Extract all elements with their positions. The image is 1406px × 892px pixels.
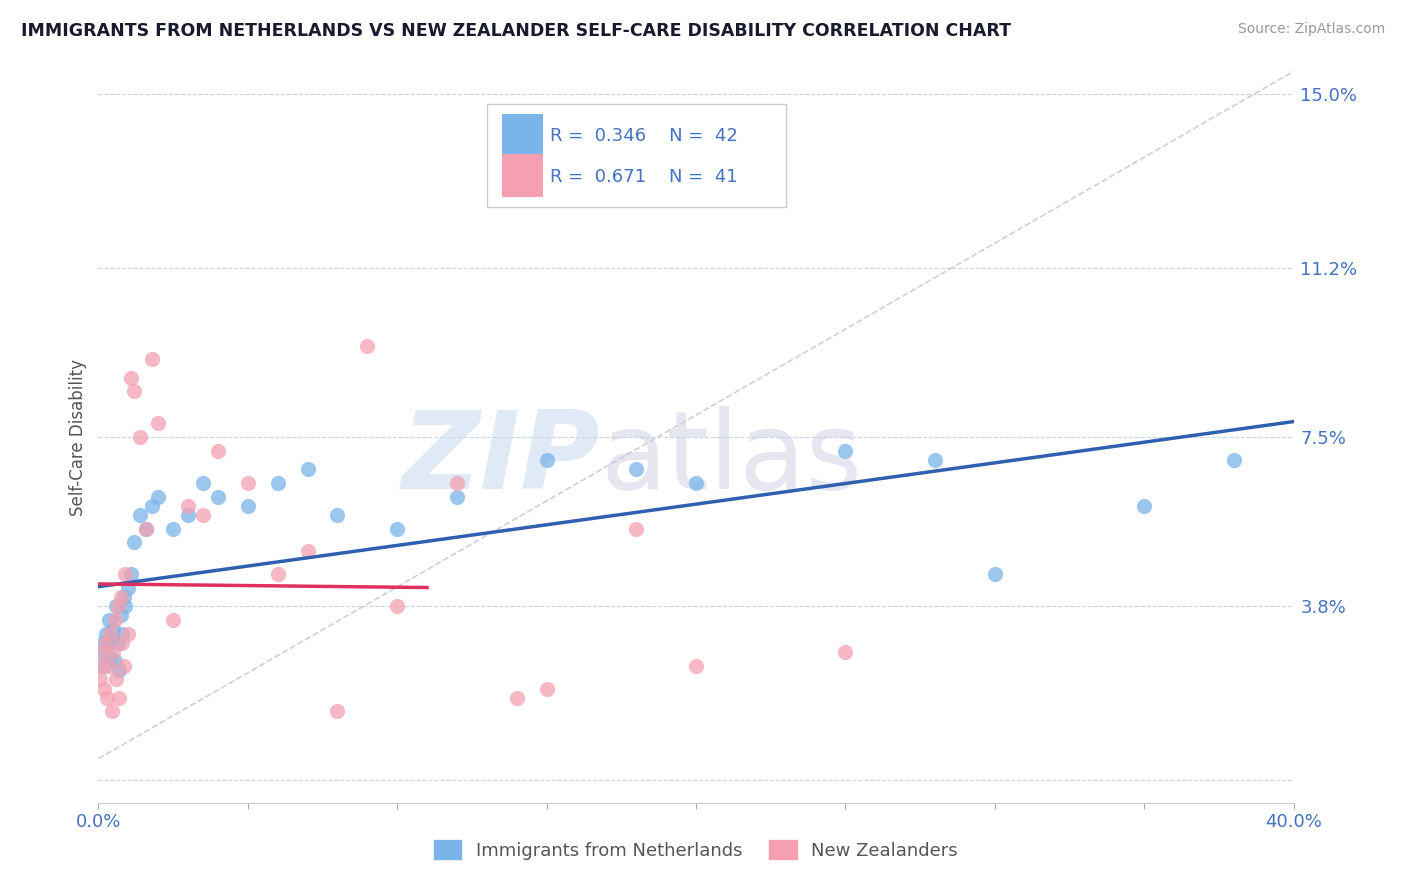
Point bbox=[267, 567, 290, 582]
Point bbox=[297, 544, 319, 558]
Point bbox=[101, 705, 124, 719]
Point bbox=[236, 499, 259, 513]
Y-axis label: Self-Care Disability: Self-Care Disability bbox=[69, 359, 87, 516]
Point bbox=[162, 613, 184, 627]
Point bbox=[120, 567, 142, 582]
Point bbox=[124, 535, 146, 549]
Point bbox=[90, 658, 112, 673]
Point bbox=[117, 626, 139, 640]
Point bbox=[114, 567, 136, 582]
Point bbox=[506, 690, 529, 705]
Point bbox=[96, 690, 118, 705]
Point bbox=[124, 384, 146, 399]
Point bbox=[96, 640, 118, 655]
Text: IMMIGRANTS FROM NETHERLANDS VS NEW ZEALANDER SELF-CARE DISABILITY CORRELATION CH: IMMIGRANTS FROM NETHERLANDS VS NEW ZEALA… bbox=[21, 22, 1011, 40]
Point bbox=[98, 649, 122, 664]
Point bbox=[90, 645, 112, 659]
Point bbox=[626, 521, 648, 535]
Point bbox=[984, 567, 1007, 582]
Point bbox=[141, 352, 163, 367]
Point bbox=[446, 475, 468, 490]
Point bbox=[108, 663, 131, 677]
Point bbox=[129, 508, 152, 522]
Text: R =  0.671    N =  41: R = 0.671 N = 41 bbox=[550, 168, 738, 186]
Point bbox=[236, 475, 259, 490]
FancyBboxPatch shape bbox=[502, 154, 543, 197]
FancyBboxPatch shape bbox=[486, 104, 786, 207]
Legend: Immigrants from Netherlands, New Zealanders: Immigrants from Netherlands, New Zealand… bbox=[427, 833, 965, 867]
Point bbox=[385, 521, 409, 535]
Point bbox=[326, 508, 349, 522]
Point bbox=[177, 508, 200, 522]
Point bbox=[93, 681, 115, 696]
Point bbox=[93, 658, 115, 673]
Point bbox=[129, 430, 152, 444]
Point bbox=[94, 636, 117, 650]
Point bbox=[111, 636, 134, 650]
Point bbox=[97, 658, 120, 673]
Point bbox=[117, 581, 139, 595]
Point bbox=[162, 521, 184, 535]
Point bbox=[834, 443, 856, 458]
Point bbox=[191, 475, 214, 490]
Point bbox=[94, 626, 117, 640]
Point bbox=[626, 462, 648, 476]
Text: ZIP: ZIP bbox=[402, 406, 600, 512]
Point bbox=[1133, 499, 1156, 513]
Point bbox=[536, 453, 558, 467]
Point bbox=[326, 705, 349, 719]
Point bbox=[267, 475, 290, 490]
Text: R =  0.346    N =  42: R = 0.346 N = 42 bbox=[550, 127, 738, 145]
Point bbox=[89, 673, 111, 687]
Point bbox=[1223, 453, 1246, 467]
Point bbox=[105, 673, 128, 687]
Point bbox=[924, 453, 946, 467]
Point bbox=[107, 636, 129, 650]
Point bbox=[103, 645, 125, 659]
Point bbox=[98, 626, 122, 640]
Point bbox=[536, 681, 558, 696]
Point bbox=[297, 462, 319, 476]
Point bbox=[191, 508, 214, 522]
Point bbox=[111, 626, 134, 640]
Point bbox=[356, 338, 378, 352]
Text: Source: ZipAtlas.com: Source: ZipAtlas.com bbox=[1237, 22, 1385, 37]
Text: atlas: atlas bbox=[600, 406, 862, 512]
Point bbox=[107, 599, 129, 614]
Point bbox=[114, 599, 136, 614]
Point bbox=[685, 475, 707, 490]
Point bbox=[385, 599, 409, 614]
Point bbox=[834, 645, 856, 659]
Point bbox=[135, 521, 157, 535]
Point bbox=[103, 622, 125, 636]
Point bbox=[207, 443, 229, 458]
Point bbox=[104, 613, 127, 627]
Point bbox=[110, 608, 132, 623]
Point bbox=[91, 645, 114, 659]
Point bbox=[105, 599, 128, 614]
Point bbox=[446, 490, 468, 504]
Point bbox=[112, 658, 135, 673]
Point bbox=[104, 654, 127, 668]
Point bbox=[91, 636, 114, 650]
Point bbox=[148, 490, 170, 504]
Point bbox=[108, 690, 131, 705]
Point bbox=[101, 632, 124, 646]
FancyBboxPatch shape bbox=[502, 114, 543, 157]
Point bbox=[120, 370, 142, 384]
Point bbox=[97, 613, 120, 627]
Point bbox=[112, 590, 135, 604]
Point bbox=[177, 499, 200, 513]
Point bbox=[207, 490, 229, 504]
Point bbox=[135, 521, 157, 535]
Point bbox=[110, 590, 132, 604]
Point bbox=[685, 658, 707, 673]
Point bbox=[148, 417, 170, 431]
Point bbox=[141, 499, 163, 513]
